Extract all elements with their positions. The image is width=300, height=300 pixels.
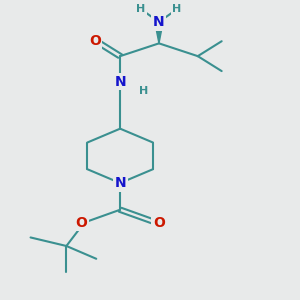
Text: O: O (89, 34, 101, 48)
Text: O: O (153, 215, 165, 230)
Text: H: H (136, 4, 146, 14)
Text: H: H (172, 4, 182, 14)
Text: N: N (114, 75, 126, 89)
Text: N: N (153, 15, 165, 29)
Polygon shape (155, 22, 163, 44)
Text: O: O (75, 215, 87, 230)
Text: N: N (114, 176, 126, 190)
Text: H: H (140, 86, 149, 96)
